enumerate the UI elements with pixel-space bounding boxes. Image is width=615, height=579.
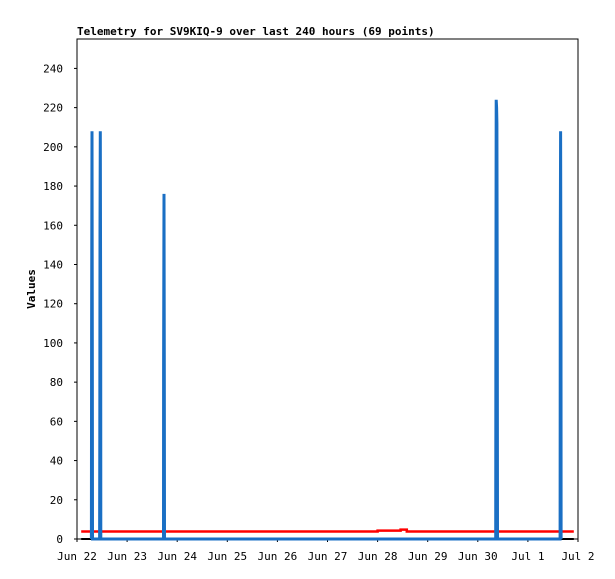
y-tick-label: 100 [43, 337, 63, 350]
chart-title: Telemetry for SV9KIQ-9 over last 240 hou… [77, 25, 435, 38]
x-tick-label: Jun 24 [157, 550, 197, 563]
x-tick-label: Jun 29 [408, 550, 448, 563]
y-tick-label: 140 [43, 258, 63, 271]
x-axis: Jun 22 Jun 23 Jun 24 Jun 25 Jun 26 Jun 27 Jun … [57, 539, 595, 563]
y-axis-label: Values [25, 269, 38, 309]
y-tick-label: 240 [43, 62, 63, 75]
y-tick-label: 40 [50, 455, 63, 468]
y-tick-label: 120 [43, 298, 63, 311]
series-blue-line [89, 99, 563, 541]
plot-area [76, 38, 579, 540]
y-tick-label: 180 [43, 180, 63, 193]
x-tick-label: Jun 30 [458, 550, 498, 563]
series-layer [81, 99, 574, 541]
y-tick-label: 20 [50, 494, 63, 507]
x-tick-label: Jun 23 [107, 550, 147, 563]
y-tick-label: 220 [43, 102, 63, 115]
x-tick-label: Jun 22 [57, 550, 97, 563]
y-tick-label: 80 [50, 376, 63, 389]
x-tick-label: Jun 26 [258, 550, 298, 563]
x-tick-label: Jun 28 [358, 550, 398, 563]
y-tick-label: 200 [43, 141, 63, 154]
x-tick-label: Jul 1 [511, 550, 544, 563]
x-tick-label: Jun 27 [308, 550, 348, 563]
y-tick-label: 0 [56, 533, 63, 546]
y-tick-label: 160 [43, 219, 63, 232]
y-tick-label: 60 [50, 415, 63, 428]
y-axis: 0 20 40 60 80 100 120 140 160 180 200 220 240 [43, 62, 77, 546]
x-tick-label: Jun 25 [207, 550, 247, 563]
series-red-line [81, 528, 574, 533]
x-tick-label: Jul 2 [561, 550, 594, 563]
